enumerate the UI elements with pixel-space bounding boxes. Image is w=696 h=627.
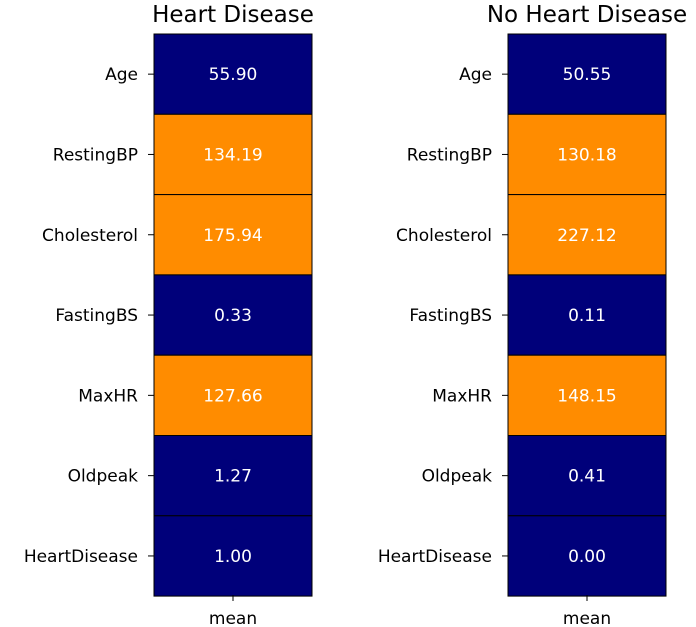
- no-heart-disease-cell-oldpeak: [507, 435, 667, 517]
- no-heart-disease-cell-cholesterol: [507, 194, 667, 276]
- heart-disease-row-label-heartdisease: HeartDisease: [24, 547, 138, 567]
- no-heart-disease-value-oldpeak: 0.41: [568, 467, 606, 487]
- heart-disease-cell-oldpeak: [153, 435, 313, 517]
- heart-disease-row-label-restingbp: RestingBP: [53, 145, 138, 165]
- no-heart-disease-value-cholesterol: 227.12: [557, 226, 616, 246]
- no-heart-disease-value-age: 50.55: [563, 65, 612, 85]
- no-heart-disease-row-label-cholesterol: Cholesterol: [396, 226, 492, 246]
- heart-disease-row-labels: Age RestingBP Cholesterol FastingBS MaxHR Old…: [24, 65, 154, 567]
- no-heart-disease-row-labels: Age RestingBP Cholesterol FastingBS MaxHR Old…: [378, 65, 508, 567]
- no-heart-disease-cells: 50.55 130.18 227.12 0.11 148.15 0.41 0.00: [507, 33, 667, 597]
- no-heart-disease-cell-fastingbs: [507, 274, 667, 356]
- heart-disease-cell-restingbp: [153, 113, 313, 196]
- heart-disease-cells: 55.90 134.19 175.94 0.33 127.66 1.27 1.00: [153, 33, 313, 597]
- no-heart-disease-row-label-fastingbs: FastingBS: [409, 306, 492, 326]
- no-heart-disease-value-maxhr: 148.15: [557, 386, 616, 406]
- no-heart-disease-row-label-age: Age: [459, 65, 492, 85]
- heart-disease-cell-cholesterol: [153, 194, 313, 276]
- no-heart-disease-cell-maxhr: [507, 354, 667, 437]
- no-heart-disease-x-label: mean: [563, 609, 611, 627]
- heart-disease-value-heartdisease: 1.00: [214, 547, 252, 567]
- no-heart-disease-row-label-heartdisease: HeartDisease: [378, 547, 492, 567]
- heart-disease-value-age: 55.90: [209, 65, 258, 85]
- heart-disease-cell-maxhr: [153, 354, 313, 437]
- no-heart-disease-cell-age: [507, 33, 667, 115]
- heart-disease-x-label: mean: [209, 609, 257, 627]
- no-heart-disease-row-label-oldpeak: Oldpeak: [422, 467, 493, 487]
- heart-disease-cell-age: [153, 33, 313, 115]
- heart-disease-value-fastingbs: 0.33: [214, 306, 252, 326]
- heart-disease-row-label-fastingbs: FastingBS: [55, 306, 138, 326]
- heart-disease-row-label-oldpeak: Oldpeak: [68, 467, 139, 487]
- no-heart-disease-title: No Heart Disease: [487, 2, 687, 28]
- heart-disease-cell-fastingbs: [153, 274, 313, 356]
- no-heart-disease-row-label-maxhr: MaxHR: [432, 386, 492, 406]
- heart-disease-value-oldpeak: 1.27: [214, 467, 252, 487]
- no-heart-disease-cell-heartdisease: [507, 515, 667, 597]
- no-heart-disease-row-label-restingbp: RestingBP: [407, 145, 492, 165]
- no-heart-disease-x-tick: mean: [563, 595, 611, 627]
- heart-disease-title: Heart Disease: [152, 2, 314, 28]
- no-heart-disease-value-restingbp: 130.18: [557, 145, 616, 165]
- no-heart-disease-value-fastingbs: 0.11: [568, 306, 606, 326]
- no-heart-disease-panel: No Heart Disease 50.55 130.18 227.12 0.11 14…: [378, 2, 687, 627]
- heart-disease-value-restingbp: 134.19: [203, 145, 262, 165]
- heart-disease-panel: Heart Disease 55.90 134.19 175.94 0.33 127.6…: [24, 2, 314, 627]
- no-heart-disease-value-heartdisease: 0.00: [568, 547, 606, 567]
- heart-disease-row-label-cholesterol: Cholesterol: [42, 226, 138, 246]
- heart-disease-row-label-maxhr: MaxHR: [78, 386, 138, 406]
- heart-disease-x-tick: mean: [209, 595, 257, 627]
- heart-disease-value-maxhr: 127.66: [203, 386, 262, 406]
- heart-disease-value-cholesterol: 175.94: [203, 226, 262, 246]
- heart-disease-row-label-age: Age: [105, 65, 138, 85]
